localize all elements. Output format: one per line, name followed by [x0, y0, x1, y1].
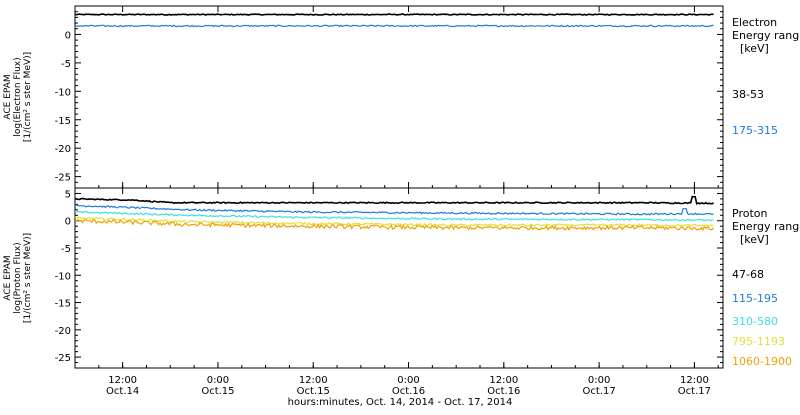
legend-title: [keV] — [740, 42, 769, 55]
electron-panel: 0 -5 -10 -15 -20 -25 ACE EPAM log(Electron Flux… — [3, 5, 800, 189]
proton-panel: 5 0 -5 -10 -15 -20 -25 ACE EPAM log(Proton Flux)… — [3, 187, 800, 369]
x-tick-label-day: Oct.15 — [297, 386, 330, 397]
x-tick-label-day: Oct.17 — [583, 386, 616, 397]
x-tick-label-day: Oct.15 — [201, 386, 234, 397]
x-tick-label-day: Oct.14 — [106, 386, 139, 397]
series-line-175-315 — [74, 24, 714, 28]
y-axis-label: log(Proton Flux) — [13, 242, 23, 313]
y-tick-label: -20 — [55, 144, 71, 155]
legend-item: 115-195 — [732, 292, 778, 305]
x-tick-label-time: 0:00 — [207, 375, 229, 386]
x-tick-label-time: 0:00 — [588, 375, 610, 386]
plot-frame — [74, 187, 724, 369]
x-axis-label: hours:minutes, Oct. 14, 2014 - Oct. 17, … — [288, 397, 513, 408]
legend-item: 795-1193 — [732, 335, 785, 348]
y-tick-label: 0 — [65, 30, 71, 41]
y-tick-label: -10 — [55, 271, 71, 282]
y-tick-label: 5 — [65, 189, 71, 200]
legend-item: 1060-1900 — [732, 355, 792, 368]
y-tick-label: -15 — [55, 299, 71, 310]
x-tick-label-time: 12:00 — [489, 375, 518, 386]
legend-title: [keV] — [740, 233, 769, 246]
y-tick-label: -25 — [55, 353, 71, 364]
y-axis-label: ACE EPAM — [3, 74, 13, 119]
y-axis-label: [1/(cm² s ster MeV)] — [23, 233, 33, 323]
series-line-47-68 — [74, 195, 714, 205]
plot-frame — [74, 5, 724, 189]
series-line-1060-1900 — [74, 218, 714, 232]
y-tick-label: -20 — [55, 326, 71, 337]
x-tick-label-day: Oct.17 — [678, 386, 711, 397]
legend-item: 38-53 — [732, 88, 764, 101]
y-axis-label: [1/(cm² s ster MeV)] — [23, 52, 33, 142]
x-tick-label-time: 12:00 — [299, 375, 328, 386]
legend-title: Proton — [732, 207, 767, 220]
legend-title: Energy ranges — [732, 220, 800, 233]
legend-item: 310-580 — [732, 315, 778, 328]
legend-item: 47-68 — [732, 268, 764, 281]
x-tick-label-time: 12:00 — [108, 375, 137, 386]
x-tick-label-time: 0:00 — [397, 375, 419, 386]
y-axis-label: log(Electron Flux) — [13, 57, 23, 136]
series-line-310-580 — [74, 210, 714, 222]
y-tick-label: 0 — [65, 217, 71, 228]
y-tick-label: -10 — [55, 87, 71, 98]
y-axis-label: ACE EPAM — [3, 255, 13, 300]
x-tick-label-day: Oct.16 — [487, 386, 520, 397]
y-tick-label: -25 — [55, 173, 71, 184]
x-tick-label-time: 12:00 — [680, 375, 709, 386]
legend-title: Electron — [732, 16, 777, 29]
y-tick-label: -5 — [61, 59, 71, 70]
x-axis: hours:minutes, Oct. 14, 2014 - Oct. 17, … — [106, 375, 711, 408]
y-tick-label: -5 — [61, 244, 71, 255]
legend-title: Energy ranges — [732, 29, 800, 42]
y-tick-label: -15 — [55, 116, 71, 127]
legend-item: 175-315 — [732, 124, 778, 137]
series-line-115-195 — [74, 204, 714, 216]
x-tick-label-day: Oct.16 — [392, 386, 425, 397]
series-line-38-53 — [74, 13, 714, 16]
